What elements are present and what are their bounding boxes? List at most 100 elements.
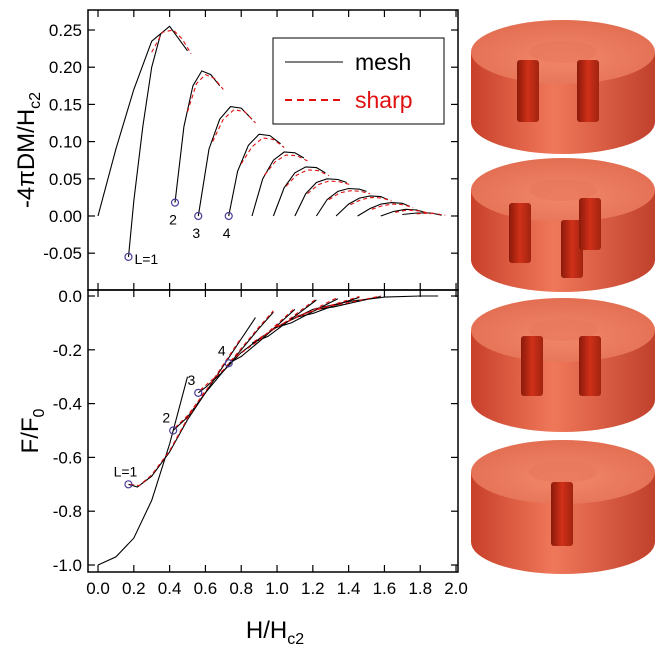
mesh-line [315,187,367,217]
y-axis-title-main: -4πDM/H [13,109,40,208]
state-label: 2 [162,410,170,426]
mesh-line [172,317,256,431]
x-tick-label: 0.0 [86,579,110,598]
legend-box [272,37,445,125]
x-tick-label: 1.0 [265,579,289,598]
state-label: 4 [223,225,231,241]
state-marker [194,211,203,221]
sharp-line [212,109,256,142]
sharp-line [285,169,330,187]
y-tick-label: -1.0 [53,556,82,575]
x-axis-title-main: H/H [246,617,287,644]
y-tick-label: -0.05 [43,244,82,263]
x-tick-label: 1.2 [301,579,325,598]
x-tick-label: 0.8 [229,579,253,598]
legend-label: mesh [355,49,411,75]
mesh-line [251,151,305,217]
sharp-line [186,73,224,112]
y-axis-title-sub: 0 [31,408,48,417]
sharp-line [350,196,392,206]
mesh-line [97,25,188,217]
state-marker [194,388,203,397]
y-axis-title: F/F0 [17,408,48,453]
state-marker [169,426,178,435]
x-tick-label: 0.6 [194,579,218,598]
vortex-hole [579,336,601,396]
sharp-line [264,154,308,176]
sharp-line [307,180,351,195]
mesh-line [127,33,162,257]
vortex-hole [517,60,539,122]
vortex-hole [577,60,599,122]
mesh-line [228,133,281,217]
mesh-line [228,308,296,364]
x-axis-title-sub: c2 [287,631,304,648]
state-marker [224,211,233,221]
y-tick-label: 0.10 [49,133,82,152]
mesh-line [380,208,428,217]
state-label: 3 [187,372,195,388]
state-label: 2 [169,212,177,228]
state-marker [170,198,180,207]
x-axis-title: H/Hc2 [246,617,304,648]
sharp-line [296,295,360,317]
y-tick-label: -0.2 [53,341,82,360]
y-tick-label: 0.15 [49,95,82,114]
sharp-line [416,212,446,216]
disk-hole-top [529,179,597,201]
disk-hole-top [529,461,597,483]
x-tick-label: 0.2 [122,579,146,598]
mesh-line [357,202,410,217]
state-marker [124,480,133,489]
y-tick-label: 0.0 [58,287,82,306]
y-tick-label: -0.6 [53,448,82,467]
mesh-line [197,311,274,394]
y-axis-title-sub: c2 [27,92,44,109]
mesh-line [174,70,221,203]
sharp-line [199,310,274,391]
x-tick-label: 2.0 [444,579,468,598]
sharp-line [371,203,414,210]
x-tick-label: 1.6 [373,579,397,598]
mesh-line [402,212,442,216]
vortex-hole [579,198,601,250]
mesh-line [197,106,253,217]
state-label: 3 [192,225,200,241]
y-tick-label: -0.8 [53,502,82,521]
mesh-line [272,166,326,217]
state-label: L=1 [114,463,138,479]
mesh-line [97,376,189,566]
sharp-line [230,307,296,362]
x-tick-label: 0.4 [158,579,182,598]
sharp-line [130,389,206,487]
state-label: L=1 [134,251,158,267]
vortex-hole [509,203,531,263]
sharp-line [253,298,317,343]
state-marker [224,359,233,368]
mesh-line [251,299,317,344]
vortex-hole [551,482,573,546]
x-tick-label: 1.4 [337,579,361,598]
mesh-line [273,298,339,329]
x-tick-label: 1.8 [408,579,432,598]
y-tick-label: 0.05 [49,170,82,189]
sharp-line [274,296,339,328]
legend-label: sharp [355,87,413,113]
sharp-line [151,29,192,55]
y-tick-label: 0.00 [49,207,82,226]
y-tick-label: 0.25 [49,21,82,40]
plot-frame [87,289,459,573]
mesh-line [294,178,347,217]
disk-hole-top [529,319,597,341]
y-axis-title: -4πDM/Hc2 [13,92,44,208]
vortex-images [471,20,655,574]
state-label: 4 [218,342,226,358]
sharp-line [318,295,381,310]
vortex-hole [561,220,583,278]
y-tick-label: -0.4 [53,395,82,414]
y-axis-title-main: F/F [17,417,44,453]
sharp-line [240,137,285,165]
sharp-line [328,190,371,201]
vortex-hole [521,336,543,396]
